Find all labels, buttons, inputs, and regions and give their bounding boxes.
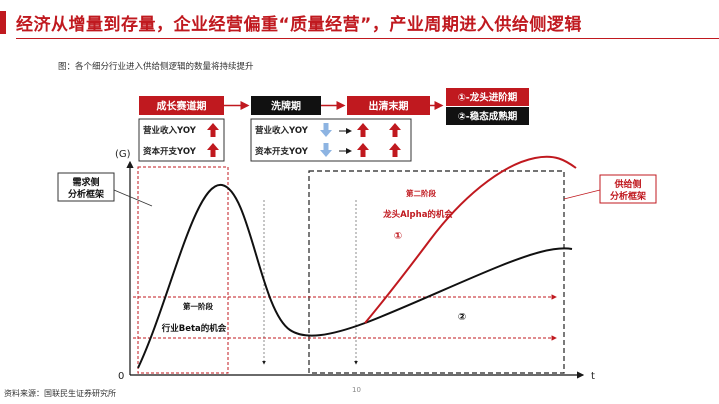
growth-revenue-label: 营业收入YOY: [143, 125, 197, 136]
up-arrow-icon: [207, 123, 219, 137]
supply-framework-pointer: [563, 189, 601, 200]
growth-region: [137, 166, 229, 374]
up-arrow-icon: [357, 123, 369, 137]
stage-two-opportunity: 龙头Alpha的机会: [382, 209, 453, 220]
supply-framework-line2: 分析框架: [610, 190, 646, 202]
y-axis-label: (G): [115, 149, 131, 160]
origin-label: 0: [118, 371, 124, 382]
demand-framework-line2: 分析框架: [68, 188, 104, 200]
phase-growth-box: [139, 96, 224, 115]
outcome-mature-label: ②-稳态成熟期: [458, 111, 518, 123]
down-arrow-icon: [320, 123, 332, 137]
demand-framework-line1: 需求侧: [72, 176, 99, 188]
leader-curve-marker: ①: [394, 231, 402, 242]
shakeout-capex-label: 资本开支YOY: [255, 146, 309, 157]
mature-curve-marker: ②: [458, 312, 466, 323]
shakeout-revenue-label: 营业收入YOY: [255, 125, 309, 136]
x-axis-label: t: [591, 371, 595, 382]
page-number: 10: [352, 386, 361, 394]
outcome-mature-box: [446, 107, 529, 125]
supply-framework-line1: 供给侧: [613, 178, 641, 190]
supply-framework-box: [599, 174, 657, 204]
phase-shakeout-box: [251, 96, 321, 115]
title-accent-bar: [0, 11, 6, 34]
outcome-leader-label: ①-龙头进阶期: [458, 92, 518, 104]
demand-framework-box: [57, 172, 115, 202]
phase-growth-label: 成长赛道期: [157, 100, 207, 113]
stage-one-label: 第一阶段: [183, 301, 213, 311]
clearance-region: [308, 170, 565, 374]
leader-alpha-curve: [364, 155, 577, 324]
phase-clearance-label: 出清末期: [369, 100, 409, 113]
source-note: 资料来源：国联民生证券研究所: [4, 389, 116, 398]
stage-one-opportunity: 行业Beta的机会: [161, 323, 227, 334]
demand-framework-pointer: [113, 189, 153, 207]
growth-capex-label: 资本开支YOY: [143, 146, 197, 157]
phase-shakeout-label: 洗牌期: [271, 100, 301, 113]
up-arrow-icon: [357, 143, 369, 157]
up-arrow-icon: [389, 143, 401, 157]
up-arrow-icon: [389, 123, 401, 137]
slide-title: 经济从增量到存量，企业经营偏重“质量经营”，产业周期进入供给侧逻辑: [16, 15, 582, 35]
title-divider: [16, 38, 719, 39]
stage-two-label: 第二阶段: [406, 188, 436, 198]
down-arrow-icon: [320, 143, 332, 157]
growth-metrics-box: [138, 118, 225, 162]
phase-clearance-box: [347, 96, 430, 115]
figure-caption: 图：各个细分行业进入供给侧逻辑的数量将持续提升: [58, 62, 254, 72]
shakeout-metrics-box: [250, 118, 412, 162]
up-arrow-icon: [207, 143, 219, 157]
outcome-leader-box: [446, 88, 529, 106]
industry-cycle-curve: [137, 183, 573, 369]
